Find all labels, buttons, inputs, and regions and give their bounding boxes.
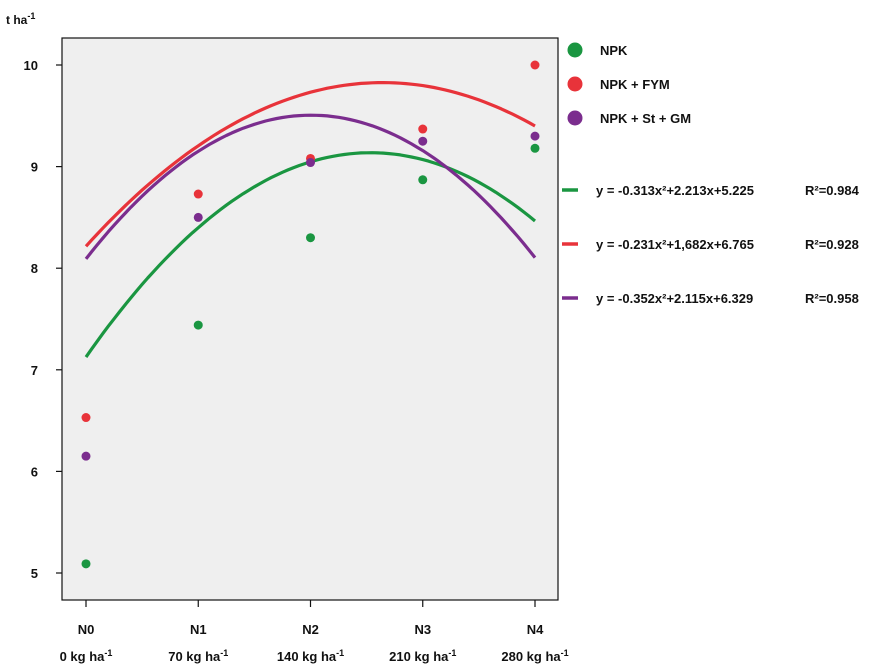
legend-marker <box>567 76 583 92</box>
data-point <box>418 124 428 134</box>
data-point <box>418 136 428 146</box>
x-tick-sublabel: 0 kg ha-1 <box>60 648 113 664</box>
y-tick-label: 5 <box>31 566 38 581</box>
plot-area <box>61 37 559 601</box>
x-tick-label: N3 <box>414 622 431 637</box>
fit-curve <box>84 80 536 248</box>
equation-legend: y = -0.313x²+2.213x+5.225 R²=0.984 y = -0.… <box>562 183 860 306</box>
x-tick-sublabel: 210 kg ha-1 <box>389 648 456 664</box>
x-tick-label: N2 <box>302 622 319 637</box>
fit-r-squared: R²=0.928 <box>805 237 859 252</box>
y-axis: 5 6 7 8 9 10 <box>24 58 62 581</box>
data-point <box>418 175 428 185</box>
y-tick-label: 7 <box>31 363 38 378</box>
data-point <box>306 158 315 168</box>
x-tick-sublabel: 70 kg ha-1 <box>168 648 228 664</box>
data-point <box>530 143 540 153</box>
legend-marker <box>567 42 583 58</box>
data-point <box>193 189 203 199</box>
y-axis-label: t ha-1 <box>6 11 35 27</box>
y-tick-label: 10 <box>24 58 38 73</box>
data-point <box>81 451 91 461</box>
data-points <box>81 60 540 569</box>
legend-label: NPK <box>600 43 628 58</box>
legend: NPK NPK + FYM NPK + St + GM <box>567 42 691 126</box>
data-point <box>530 60 540 70</box>
x-tick-label: N1 <box>190 622 207 637</box>
data-point <box>193 320 203 330</box>
y-tick-label: 9 <box>31 160 38 175</box>
legend-marker <box>567 110 583 126</box>
x-axis: N0 0 kg ha-1 N1 70 kg ha-1 N2 140 kg ha-1 N3 21… <box>60 600 569 664</box>
x-tick-sublabel: 280 kg ha-1 <box>501 648 568 664</box>
data-point <box>193 212 203 222</box>
x-tick-label: N0 <box>78 622 95 637</box>
y-tick-label: 6 <box>31 464 38 479</box>
y-tick-label: 8 <box>31 261 38 276</box>
legend-label: NPK + FYM <box>600 77 670 92</box>
x-tick-label: N4 <box>527 622 544 637</box>
fit-r-squared: R²=0.984 <box>805 183 860 198</box>
data-point <box>81 413 91 423</box>
x-tick-sublabel: 140 kg ha-1 <box>277 648 344 664</box>
fit-curve <box>84 113 537 260</box>
legend-label: NPK + St + GM <box>600 111 691 126</box>
fit-r-squared: R²=0.958 <box>805 291 859 306</box>
data-point <box>530 131 540 141</box>
fit-equation: y = -0.313x²+2.213x+5.225 <box>596 183 754 198</box>
fit-equation: y = -0.352x²+2.115x+6.329 <box>596 291 753 306</box>
data-point <box>306 233 315 243</box>
fit-equation: y = -0.231x²+1,682x+6.765 <box>596 237 754 252</box>
data-point <box>81 559 91 569</box>
